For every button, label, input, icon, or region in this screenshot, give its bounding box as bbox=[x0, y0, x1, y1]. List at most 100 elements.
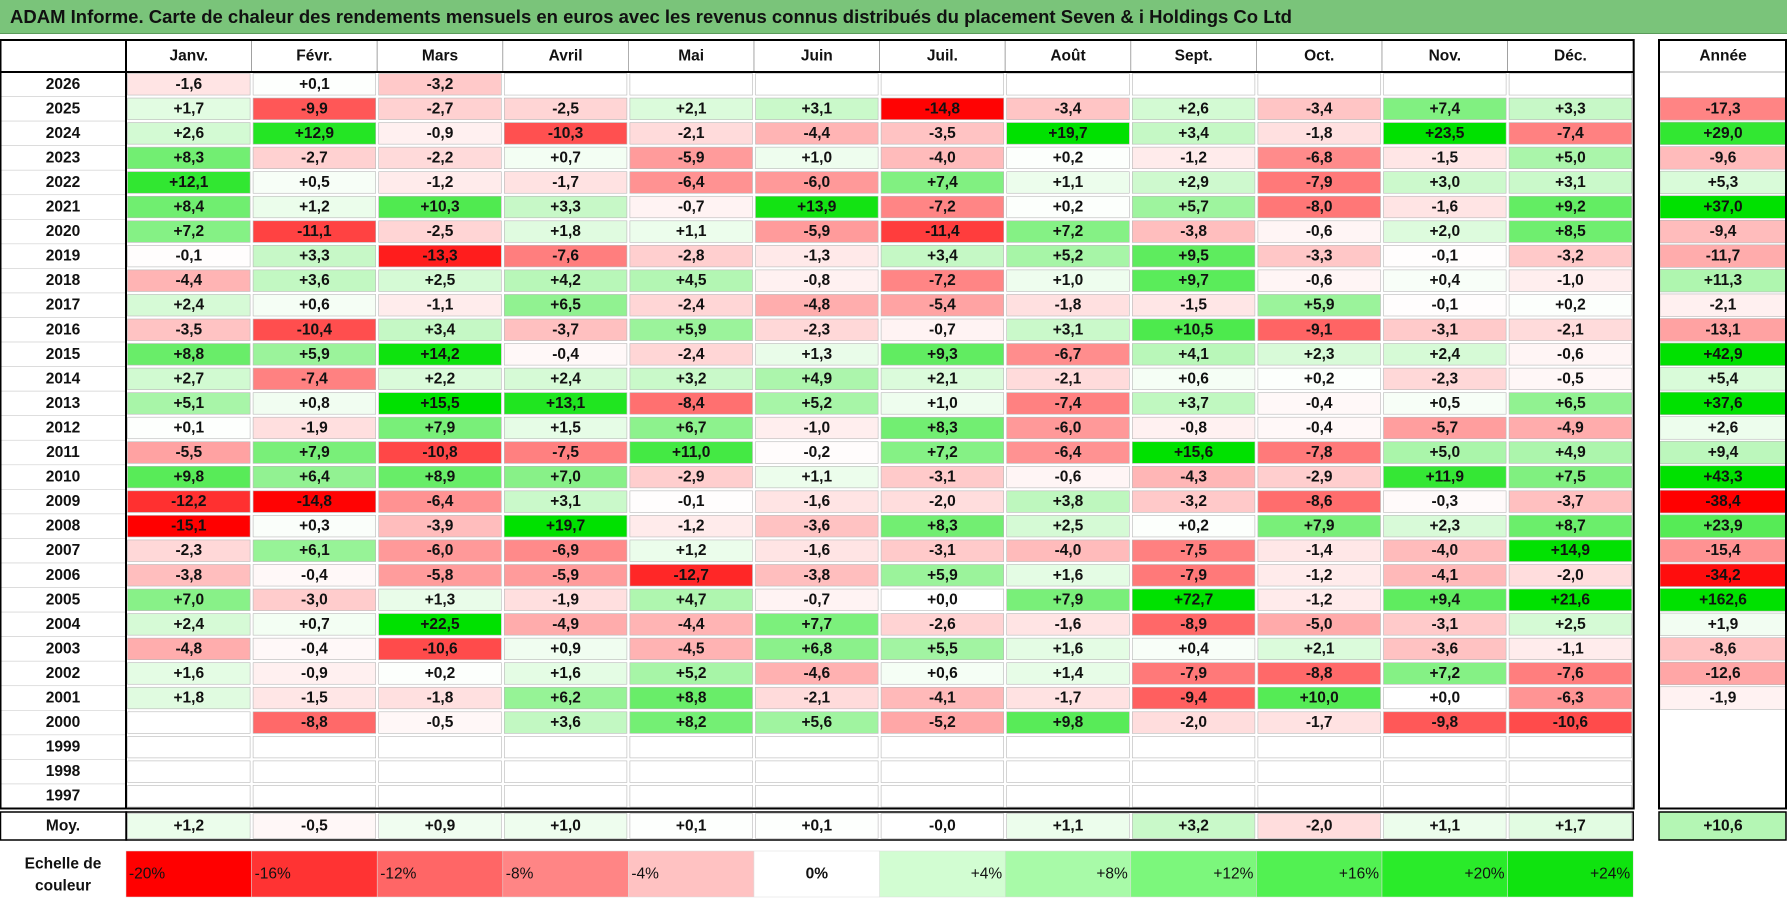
year-label: 2025 bbox=[46, 100, 81, 117]
cell-value: -11,4 bbox=[925, 223, 960, 240]
cell-value: +11,9 bbox=[1426, 469, 1465, 486]
heatmap-cell bbox=[1006, 318, 1130, 341]
cell-value: +2,1 bbox=[1304, 640, 1335, 657]
scale-swatch bbox=[1004, 850, 1132, 898]
cell-value: +2,6 bbox=[1178, 100, 1209, 117]
heatmap-cell bbox=[1383, 760, 1507, 783]
heatmap-cell bbox=[252, 195, 377, 219]
heatmap-cell bbox=[503, 662, 628, 685]
cell-value: -2,0 bbox=[929, 493, 956, 510]
heatmap-cell bbox=[127, 785, 251, 808]
annual-value: -15,4 bbox=[1705, 542, 1741, 559]
scale-stop-label: -16% bbox=[255, 866, 291, 883]
heatmap-cell bbox=[629, 613, 753, 636]
heatmap-cell bbox=[1508, 318, 1632, 341]
average-value: +1,1 bbox=[1053, 818, 1084, 835]
cell-value: +5,6 bbox=[801, 714, 832, 731]
heatmap-cell bbox=[378, 318, 502, 341]
heatmap-cell bbox=[1006, 637, 1130, 661]
cell-value: -0,7 bbox=[929, 321, 956, 338]
year-label: 2013 bbox=[46, 395, 81, 412]
heatmap-cell bbox=[629, 146, 753, 169]
heatmap-cell bbox=[252, 122, 377, 145]
cell-value: +11,0 bbox=[672, 444, 710, 461]
year-label: 2014 bbox=[46, 370, 81, 387]
annual-header-label: Année bbox=[1699, 48, 1747, 65]
heatmap-cell bbox=[1508, 465, 1632, 489]
cell-value: +8,7 bbox=[1555, 518, 1586, 535]
heatmap-cell bbox=[252, 515, 377, 538]
heatmap-cell bbox=[1132, 441, 1256, 464]
annual-value: -9,4 bbox=[1710, 223, 1737, 240]
scale-stop-label: -4% bbox=[631, 866, 659, 883]
heatmap-cell bbox=[1006, 686, 1130, 710]
year-label: 2009 bbox=[46, 493, 81, 510]
year-cell bbox=[0, 709, 127, 736]
heatmap-cell bbox=[1006, 294, 1130, 317]
year-cell bbox=[0, 734, 127, 760]
cell-value: +5,9 bbox=[676, 321, 707, 338]
heatmap-cell bbox=[1383, 686, 1507, 710]
heatmap-cell bbox=[1508, 171, 1632, 194]
cell-value: -1,8 bbox=[1055, 297, 1082, 314]
heatmap-cell bbox=[1257, 637, 1381, 661]
heatmap-cell bbox=[503, 588, 628, 611]
heatmap-cell bbox=[755, 662, 879, 685]
cell-value: +22,5 bbox=[420, 616, 460, 633]
heatmap-cell bbox=[1006, 122, 1130, 145]
heatmap-cell bbox=[252, 465, 377, 489]
heatmap-cell bbox=[127, 613, 251, 636]
cell-value: -2,6 bbox=[929, 616, 956, 633]
cell-value: -8,8 bbox=[1306, 665, 1333, 682]
heatmap-cell bbox=[378, 171, 502, 194]
cell-value: -0,8 bbox=[1180, 419, 1207, 436]
heatmap-cell bbox=[1132, 294, 1256, 317]
cell-value: +1,6 bbox=[1053, 567, 1084, 584]
cell-value: +10,0 bbox=[1300, 690, 1339, 707]
heatmap-cell bbox=[252, 245, 377, 268]
cell-value: +3,6 bbox=[299, 272, 330, 289]
cell-value: +6,2 bbox=[550, 690, 581, 707]
heatmap-cell bbox=[1006, 564, 1130, 587]
heatmap-cell bbox=[252, 662, 377, 685]
heatmap-cell bbox=[378, 711, 502, 734]
heatmap-cell bbox=[1132, 343, 1256, 366]
month-header-cell bbox=[879, 39, 1006, 73]
cell-value: +4,1 bbox=[1178, 346, 1209, 363]
cell-value: -5,4 bbox=[929, 297, 956, 314]
heatmap-cell bbox=[127, 490, 251, 513]
heatmap-cell bbox=[127, 97, 251, 120]
heatmap-cell bbox=[1383, 122, 1507, 145]
month-header-label: Juin bbox=[801, 48, 833, 65]
heatmap-cell bbox=[629, 539, 753, 562]
heatmap-cell bbox=[1257, 539, 1381, 562]
heatmap-cell bbox=[880, 662, 1004, 685]
heatmap-cell bbox=[252, 171, 377, 194]
cell-value: -6,0 bbox=[1055, 419, 1082, 436]
cell-value: +2,4 bbox=[173, 616, 204, 633]
cell-value: -4,3 bbox=[1180, 469, 1207, 486]
cell-value: -1,2 bbox=[1306, 567, 1333, 584]
cell-value: -3,8 bbox=[175, 567, 202, 584]
heatmap-cell bbox=[880, 785, 1004, 808]
average-cell bbox=[1006, 813, 1130, 839]
cell-value: -10,6 bbox=[1553, 714, 1589, 731]
cell-value: +2,0 bbox=[1429, 223, 1460, 240]
heatmap-cell bbox=[1508, 564, 1632, 587]
cell-value: -0,1 bbox=[678, 493, 705, 510]
heatmap-cell bbox=[629, 220, 753, 243]
annual-cell bbox=[1660, 760, 1786, 783]
heatmap-cell bbox=[1132, 269, 1256, 292]
heatmap-cell bbox=[1006, 613, 1130, 636]
cell-value: -0,6 bbox=[1055, 469, 1082, 486]
cell-value: -5,9 bbox=[803, 223, 830, 240]
year-label: 2018 bbox=[46, 272, 81, 289]
heatmap-cell bbox=[378, 220, 502, 243]
heatmap-cell bbox=[1257, 588, 1381, 611]
cell-value: +0,2 bbox=[1053, 149, 1084, 166]
heatmap-cell bbox=[1132, 785, 1256, 808]
heatmap-cell bbox=[755, 588, 879, 611]
heatmap-cell bbox=[755, 711, 879, 734]
heatmap-cell bbox=[378, 441, 502, 464]
cell-value: +0,2 bbox=[1304, 370, 1335, 387]
